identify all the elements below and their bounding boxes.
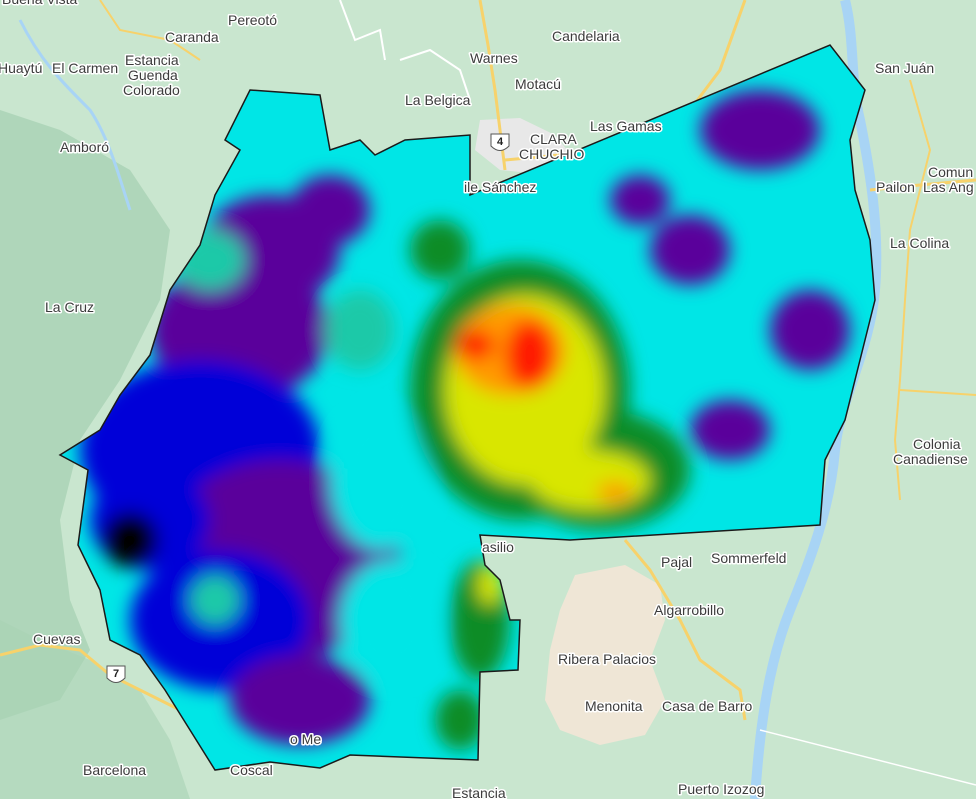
place-label[interactable]: Algarrobillo	[653, 601, 726, 620]
place-label[interactable]: La Colina	[889, 234, 951, 253]
place-label[interactable]: CHUCHIO	[518, 145, 586, 164]
place-label[interactable]: San Juán	[874, 59, 936, 78]
place-label[interactable]: Comun	[927, 163, 975, 182]
place-label[interactable]: Las Gamas	[589, 117, 664, 136]
highway-road	[99, 0, 201, 61]
place-label[interactable]: Colorado	[122, 81, 182, 100]
place-label[interactable]: Canadiense	[892, 450, 970, 469]
route-shield-4: 4	[490, 133, 510, 151]
place-label[interactable]: Caranda	[164, 28, 221, 47]
place-label[interactable]: Warnes	[469, 49, 520, 68]
place-label[interactable]: Buena Vista	[1, 0, 79, 9]
place-label[interactable]: Motacú	[514, 75, 563, 94]
place-label[interactable]: Guenda	[127, 66, 180, 85]
route-shield-7: 7	[106, 665, 126, 683]
place-label[interactable]: Menonita	[584, 697, 645, 716]
place-label[interactable]: Colonia	[912, 435, 963, 454]
highway-road	[0, 643, 191, 717]
place-label[interactable]: Estancia	[124, 51, 181, 70]
minor-road	[399, 48, 471, 101]
place-label[interactable]: Candelaria	[551, 27, 622, 46]
place-label[interactable]: Pereotó	[227, 11, 279, 30]
river	[18, 19, 132, 211]
place-label[interactable]: Las Ang	[922, 178, 976, 197]
place-label[interactable]: Amboró	[59, 138, 111, 157]
place-label[interactable]: ile Sánchez	[463, 178, 538, 197]
place-label[interactable]: Pailon	[875, 178, 917, 197]
minor-road	[339, 0, 386, 61]
highway-road	[869, 178, 976, 192]
place-label[interactable]: o Me	[289, 730, 323, 749]
place-label[interactable]: La Belgica	[404, 91, 473, 110]
minor-road	[899, 389, 976, 396]
place-label[interactable]: Ribera Palacios	[557, 650, 658, 669]
place-label[interactable]: Pajal	[660, 553, 694, 572]
terrain-area	[0, 620, 190, 799]
minor-road	[759, 729, 976, 786]
svg-text:7: 7	[113, 668, 119, 680]
svg-text:4: 4	[497, 136, 504, 148]
place-label[interactable]: CLARA	[529, 130, 579, 149]
place-label[interactable]: Casa de Barro	[661, 697, 754, 716]
desert-area	[545, 565, 665, 745]
place-label[interactable]: La Cruz	[44, 298, 96, 317]
place-label[interactable]: Puerto Izozog	[677, 780, 766, 799]
region-boundary	[58, 44, 876, 771]
highway-road	[893, 79, 932, 501]
highway-road	[623, 539, 747, 721]
place-label[interactable]: El Carmen	[51, 59, 120, 78]
place-label[interactable]: Cuevas	[32, 630, 82, 649]
place-label[interactable]: Huaytú	[0, 59, 44, 78]
place-label[interactable]: asilio	[481, 538, 516, 557]
place-label[interactable]: Sommerfeld	[710, 549, 788, 568]
place-label[interactable]: Barcelona	[82, 761, 148, 780]
terrain-area	[0, 110, 170, 720]
place-label[interactable]: Coscal	[229, 761, 275, 780]
place-label[interactable]: Estancia	[451, 784, 508, 799]
